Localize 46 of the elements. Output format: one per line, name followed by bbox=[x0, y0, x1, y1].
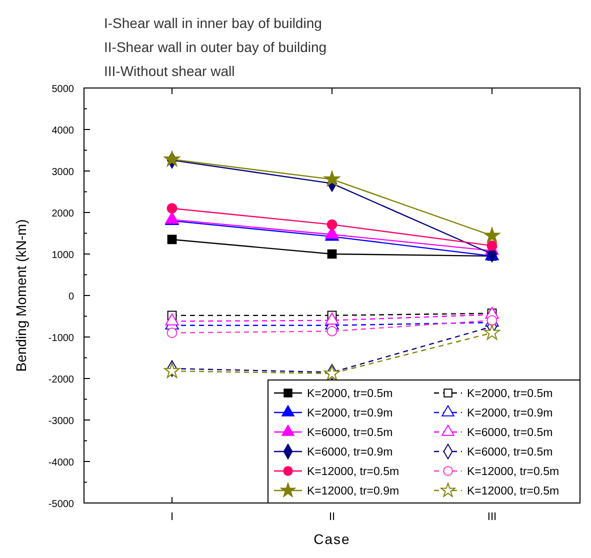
y-tick-label: 1000 bbox=[52, 250, 74, 261]
y-tick-label: -2000 bbox=[48, 374, 74, 386]
y-tick-label: 0 bbox=[68, 292, 74, 302]
y-tick-label: -1000 bbox=[48, 333, 74, 344]
x-tick-label: II bbox=[328, 511, 336, 523]
legend-label: K=2000, tr=0.5m bbox=[307, 388, 393, 400]
legend-label: K=2000, tr=0.5m bbox=[467, 388, 553, 400]
point bbox=[164, 362, 180, 378]
x-axis-title: Case bbox=[314, 531, 350, 547]
y-tick-label: -4000 bbox=[48, 458, 74, 468]
point bbox=[325, 312, 339, 325]
text: II-Shear wall in outer bay of building bbox=[104, 39, 327, 55]
point bbox=[166, 328, 178, 338]
y-tick-label: 3000 bbox=[52, 167, 74, 178]
legend-label: K=2000, tr=0.9m bbox=[307, 408, 393, 420]
legend-label: K=12000, tr=0.5m bbox=[467, 466, 560, 478]
legend-label: K=12000, tr=0.5m bbox=[467, 486, 560, 498]
x-tick-label: I bbox=[170, 511, 174, 523]
point bbox=[324, 365, 340, 380]
legend-label: K=6000, tr=0.9m bbox=[307, 446, 393, 458]
y-tick-label: 4000 bbox=[52, 126, 74, 136]
y-tick-label: -5000 bbox=[48, 499, 74, 510]
legend-label: K=6000, tr=0.5m bbox=[467, 427, 553, 439]
point bbox=[327, 249, 337, 259]
y-tick-label: 2000 bbox=[52, 208, 74, 220]
x-tick-label: III bbox=[487, 511, 497, 523]
point bbox=[164, 150, 180, 166]
point bbox=[165, 313, 179, 326]
point bbox=[324, 170, 340, 186]
legend-label: K=2000, tr=0.9m bbox=[467, 408, 553, 420]
text: III-Without shear wall bbox=[104, 63, 235, 79]
point bbox=[486, 240, 498, 251]
legend-label: K=12000, tr=0.9m bbox=[307, 486, 400, 498]
point bbox=[484, 227, 500, 243]
y-tick-label: 5000 bbox=[52, 84, 74, 95]
point bbox=[166, 203, 178, 214]
legend-label: K=6000, tr=0.5m bbox=[307, 427, 393, 439]
y-axis-title: Bending Moment (kN-m) bbox=[13, 219, 29, 372]
point bbox=[167, 234, 177, 244]
legend-label: K=6000, tr=0.5m bbox=[467, 446, 553, 458]
y-tick-label: -3000 bbox=[48, 416, 74, 427]
text: I-Shear wall in inner bay of building bbox=[104, 15, 322, 31]
point bbox=[484, 324, 500, 340]
point bbox=[326, 326, 338, 336]
point bbox=[326, 219, 338, 230]
legend-label: K=12000, tr=0.5m bbox=[307, 466, 400, 478]
